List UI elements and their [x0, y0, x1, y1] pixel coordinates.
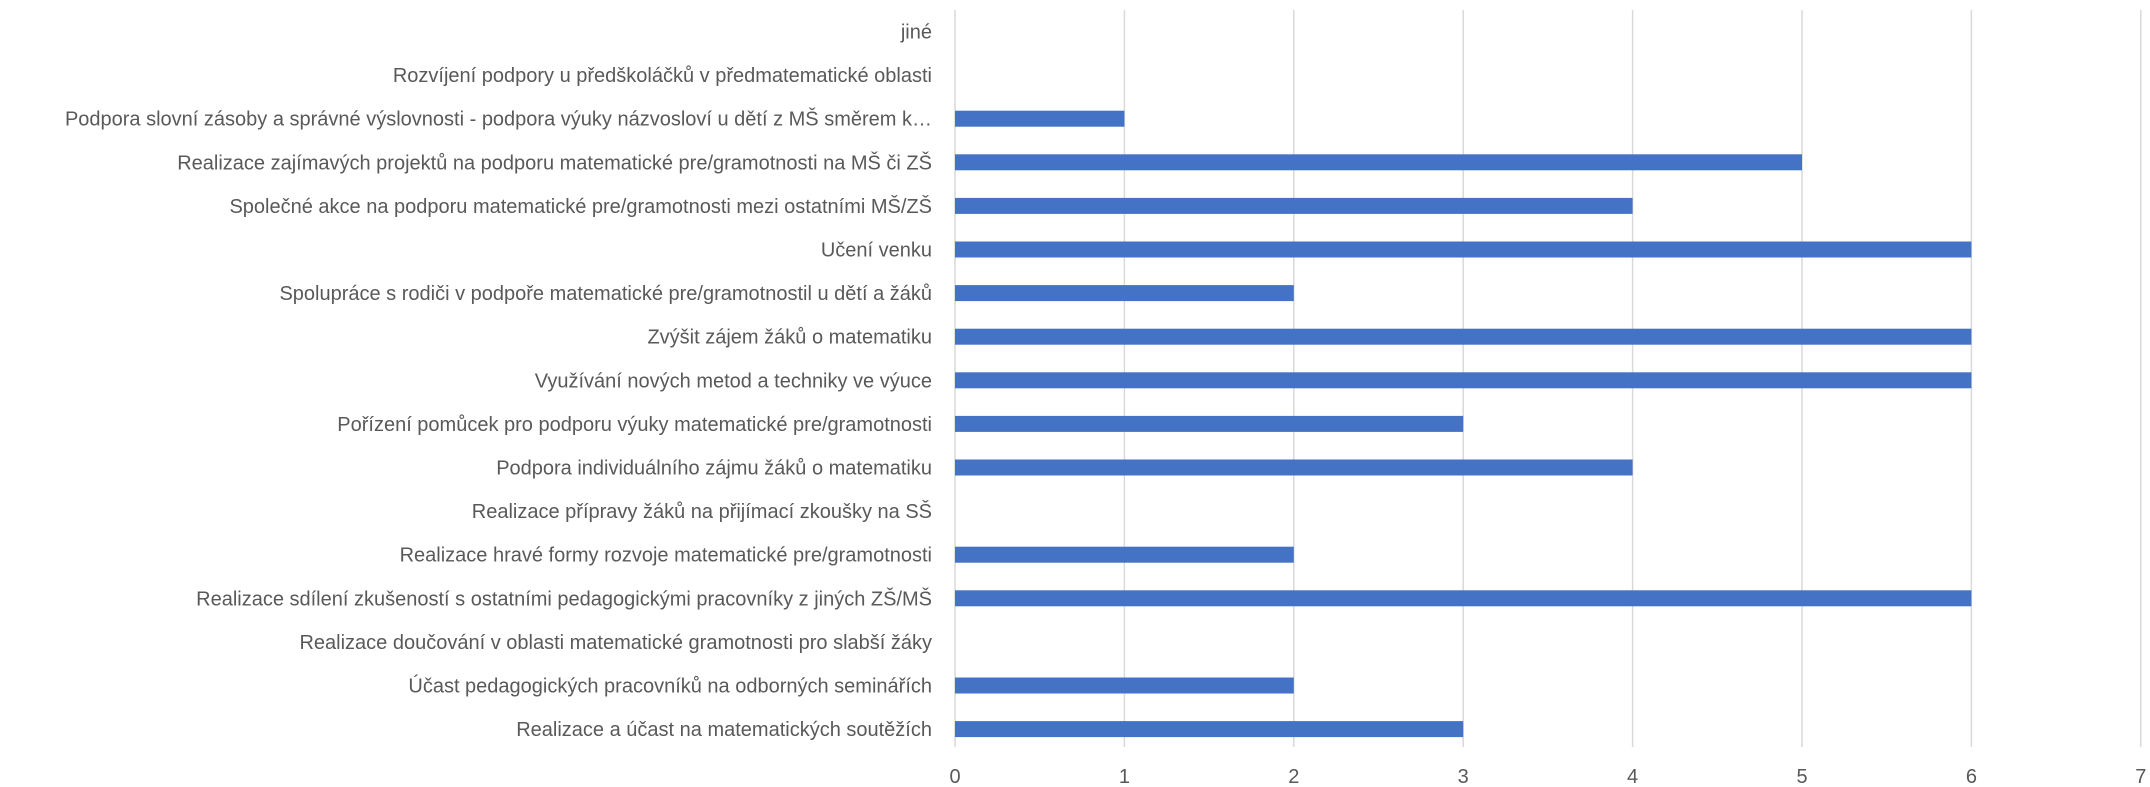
- category-label: Podpora slovní zásoby a správné výslovno…: [65, 108, 932, 131]
- category-label: Realizace a účast na matematických soutě…: [516, 719, 932, 741]
- category-label: Realizace přípravy žáků na přijímací zko…: [472, 500, 932, 523]
- category-label: Rozvíjení podpory u předškoláčků v předm…: [393, 65, 932, 87]
- x-tick-label: 5: [1796, 766, 1807, 787]
- bar: [955, 721, 1464, 738]
- category-label: Společné akce na podporu matematické pre…: [229, 195, 932, 218]
- bars: [955, 110, 1972, 738]
- bar: [955, 154, 1802, 171]
- category-label: Realizace sdílení zkušeností s ostatními…: [196, 587, 932, 610]
- category-label: Realizace doučování v oblasti matematick…: [299, 632, 932, 654]
- category-label: Podpora individuálního zájmu žáků o mate…: [496, 458, 932, 480]
- x-tick-label: 0: [949, 766, 960, 787]
- category-label: Spolupráce s rodiči v podpoře matematick…: [279, 283, 932, 305]
- category-label: jiné: [900, 22, 932, 44]
- bar: [955, 459, 1633, 476]
- category-label: Realizace zajímavých projektů na podporu…: [177, 151, 932, 174]
- x-tick-label: 1: [1119, 766, 1130, 787]
- bar: [955, 328, 1972, 345]
- x-tick-label: 4: [1627, 766, 1638, 787]
- bar: [955, 197, 1633, 214]
- x-tick-label: 3: [1458, 766, 1469, 787]
- category-label: Využívání nových metod a techniky ve výu…: [535, 370, 932, 392]
- category-label: Zvýšit zájem žáků o matematiku: [647, 327, 932, 349]
- bar: [955, 285, 1294, 302]
- x-tick-label: 6: [1966, 766, 1977, 787]
- x-tick-label: 2: [1288, 766, 1299, 787]
- category-label: Pořízení pomůcek pro podporu výuky matem…: [337, 414, 932, 436]
- x-tick-label: 7: [2135, 766, 2146, 787]
- bar: [955, 590, 1972, 607]
- bar: [955, 677, 1294, 694]
- category-label: Účast pedagogických pracovníků na odborn…: [408, 675, 932, 698]
- category-labels: jiné Rozvíjení podpory u předškoláčků v p…: [65, 22, 932, 742]
- bar: [955, 372, 1972, 389]
- x-axis-tick-labels: 0 1 2 3 4 5 6 7: [949, 766, 2146, 787]
- category-label: Učení venku: [821, 240, 932, 262]
- category-label: Realizace hravé formy rozvoje matematick…: [400, 545, 932, 567]
- bar: [955, 415, 1464, 432]
- bar: [955, 546, 1294, 563]
- bar: [955, 110, 1125, 127]
- bar: [955, 241, 1972, 258]
